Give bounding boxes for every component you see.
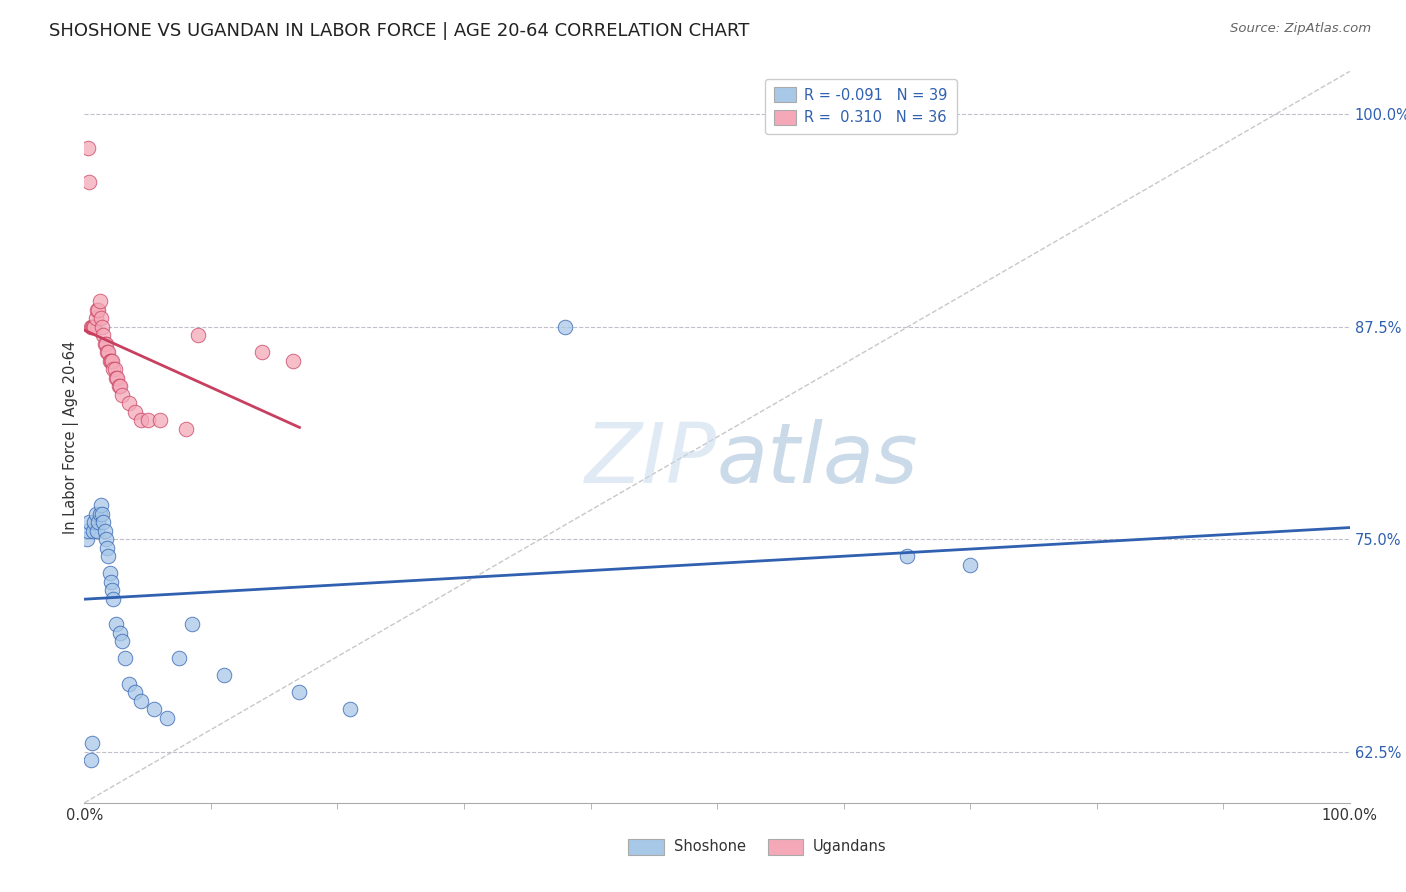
Point <box>84 507 107 521</box>
Point <box>136 413 159 427</box>
Point <box>103 362 125 376</box>
Point <box>83 515 105 529</box>
Point <box>169 651 191 665</box>
Text: atlas: atlas <box>717 418 918 500</box>
Point <box>105 617 127 632</box>
Point <box>129 413 153 427</box>
Point <box>80 736 103 750</box>
Point <box>281 353 305 368</box>
Point <box>97 345 120 359</box>
Text: ZIP: ZIP <box>585 418 717 500</box>
Point <box>91 319 114 334</box>
Point <box>98 566 121 581</box>
Point <box>101 583 124 598</box>
Legend: R = -0.091   N = 39, R =  0.310   N = 36: R = -0.091 N = 39, R = 0.310 N = 36 <box>765 78 956 134</box>
FancyBboxPatch shape <box>628 839 664 855</box>
Point <box>896 549 918 563</box>
Point <box>77 524 100 538</box>
Text: SHOSHONE VS UGANDAN IN LABOR FORCE | AGE 20-64 CORRELATION CHART: SHOSHONE VS UGANDAN IN LABOR FORCE | AGE… <box>49 22 749 40</box>
Point <box>124 404 146 418</box>
Point <box>108 379 131 393</box>
Point <box>91 507 114 521</box>
Point <box>93 515 115 529</box>
Text: Source: ZipAtlas.com: Source: ZipAtlas.com <box>1230 22 1371 36</box>
Point <box>105 370 128 384</box>
Point <box>959 558 981 572</box>
Point <box>87 515 110 529</box>
Point <box>79 515 101 529</box>
Point <box>100 574 122 589</box>
Point <box>129 694 153 708</box>
Text: Ugandans: Ugandans <box>813 839 887 855</box>
Point <box>80 319 103 334</box>
Point <box>250 345 273 359</box>
Point <box>212 668 235 682</box>
Point <box>86 524 108 538</box>
Point <box>111 387 134 401</box>
Point <box>93 328 115 343</box>
Point <box>86 302 108 317</box>
Text: Shoshone: Shoshone <box>673 839 747 855</box>
Point <box>187 328 209 343</box>
Point <box>143 702 166 716</box>
Point <box>77 141 100 155</box>
FancyBboxPatch shape <box>768 839 803 855</box>
Point <box>180 617 204 632</box>
Point <box>118 396 141 410</box>
Point <box>79 319 103 334</box>
Point <box>107 379 129 393</box>
Point <box>79 175 101 189</box>
Point <box>124 685 146 699</box>
Point <box>93 336 115 351</box>
Point <box>118 677 141 691</box>
Point <box>79 753 103 767</box>
Point <box>554 319 576 334</box>
Point <box>98 353 121 368</box>
Point <box>82 319 104 334</box>
Point <box>84 311 107 326</box>
Point <box>100 353 122 368</box>
Point <box>111 634 134 648</box>
Point <box>89 293 111 308</box>
Point <box>103 591 125 606</box>
Point <box>76 532 98 546</box>
Point <box>87 302 110 317</box>
Point <box>96 541 118 555</box>
Point <box>105 370 127 384</box>
Point <box>94 336 117 351</box>
Point <box>339 702 361 716</box>
Point <box>82 524 104 538</box>
Point <box>83 319 105 334</box>
Point <box>89 507 111 521</box>
Point <box>108 625 131 640</box>
Point <box>288 685 311 699</box>
Point <box>104 362 127 376</box>
Point <box>114 651 136 665</box>
Point <box>149 413 172 427</box>
Point <box>155 711 177 725</box>
Point <box>174 421 197 435</box>
Point <box>94 532 117 546</box>
Point <box>90 498 112 512</box>
Y-axis label: In Labor Force | Age 20-64: In Labor Force | Age 20-64 <box>63 341 79 533</box>
Point <box>101 353 124 368</box>
Point <box>97 549 120 563</box>
Point <box>93 524 115 538</box>
Point <box>96 345 118 359</box>
Point <box>90 311 112 326</box>
